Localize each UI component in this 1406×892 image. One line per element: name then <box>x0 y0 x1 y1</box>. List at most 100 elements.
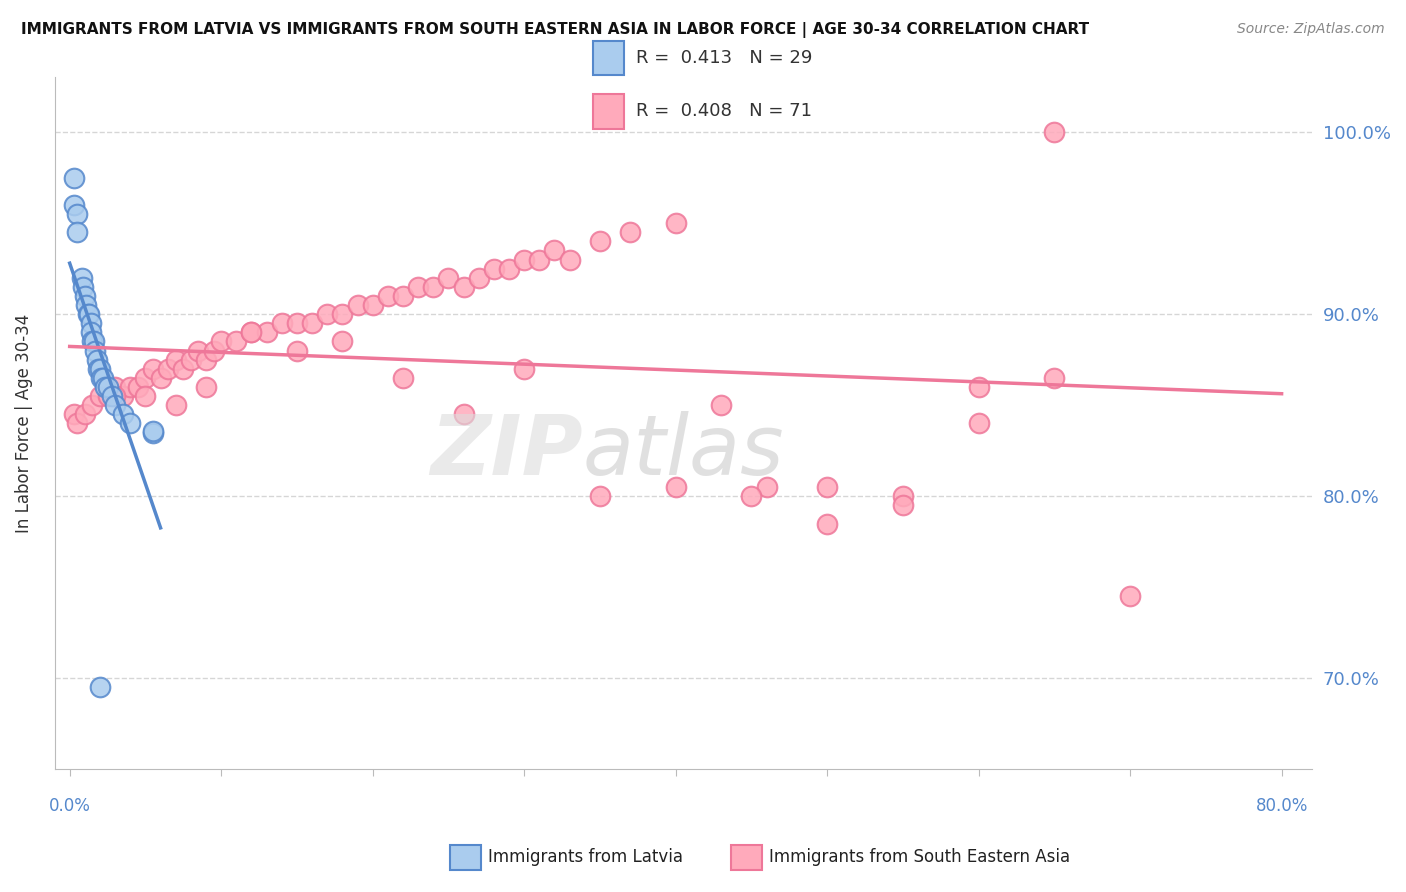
Point <box>225 334 247 349</box>
Point <box>84 343 107 358</box>
Text: 80.0%: 80.0% <box>1256 797 1308 814</box>
Point <box>316 307 339 321</box>
Point <box>66 207 89 221</box>
Point <box>87 361 110 376</box>
Point <box>142 361 165 376</box>
Bar <box>593 41 624 76</box>
Point <box>86 352 108 367</box>
Point <box>467 270 489 285</box>
Point <box>157 361 180 376</box>
Point <box>104 380 127 394</box>
Point <box>96 389 118 403</box>
Point <box>589 235 612 249</box>
Text: Source: ZipAtlas.com: Source: ZipAtlas.com <box>1237 22 1385 37</box>
Point <box>172 361 194 376</box>
Point <box>134 389 156 403</box>
Point <box>240 326 263 340</box>
Point <box>256 326 278 340</box>
Text: Immigrants from Latvia: Immigrants from Latvia <box>488 848 683 866</box>
Point <box>195 352 218 367</box>
Text: R =  0.408   N = 71: R = 0.408 N = 71 <box>636 103 813 120</box>
Point <box>72 280 94 294</box>
Point <box>111 389 134 403</box>
Point <box>70 270 93 285</box>
Point <box>285 343 308 358</box>
Y-axis label: In Labor Force | Age 30-34: In Labor Force | Age 30-34 <box>15 314 32 533</box>
Point <box>815 516 838 531</box>
Text: R =  0.413   N = 29: R = 0.413 N = 29 <box>636 49 813 67</box>
Point <box>209 334 232 349</box>
Point <box>82 398 104 412</box>
Point <box>482 261 505 276</box>
Point <box>93 380 115 394</box>
Point <box>111 408 134 422</box>
Point <box>1043 371 1066 385</box>
Point <box>127 380 149 394</box>
Point <box>392 289 415 303</box>
Point <box>967 380 990 394</box>
Point <box>142 424 165 438</box>
Point <box>180 352 202 367</box>
Point <box>330 307 353 321</box>
Point <box>89 681 111 695</box>
Point <box>79 307 101 321</box>
Point <box>101 389 124 403</box>
Point <box>63 170 86 185</box>
Point <box>891 489 914 503</box>
Point <box>96 380 118 394</box>
Point <box>142 425 165 440</box>
Point <box>75 298 97 312</box>
Point <box>149 371 172 385</box>
Text: 0.0%: 0.0% <box>49 797 90 814</box>
Point <box>513 361 536 376</box>
Point <box>120 417 142 431</box>
Point <box>665 480 688 494</box>
Point <box>392 371 415 385</box>
Point <box>665 216 688 230</box>
Point <box>202 343 225 358</box>
Point <box>1043 125 1066 139</box>
Point <box>80 316 103 330</box>
Point <box>589 489 612 503</box>
Point <box>967 417 990 431</box>
Point <box>104 389 127 403</box>
Text: ZIP: ZIP <box>430 410 582 491</box>
Point <box>619 225 641 239</box>
Point <box>513 252 536 267</box>
Point <box>453 408 475 422</box>
Point <box>891 499 914 513</box>
Text: atlas: atlas <box>582 410 785 491</box>
Point <box>346 298 368 312</box>
Point <box>240 326 263 340</box>
Point <box>361 298 384 312</box>
Point <box>558 252 581 267</box>
Point <box>73 289 96 303</box>
Point <box>406 280 429 294</box>
Point <box>422 280 444 294</box>
Point <box>120 380 142 394</box>
Point <box>195 380 218 394</box>
Point <box>66 417 89 431</box>
Point <box>82 334 104 349</box>
Point <box>755 480 778 494</box>
Point <box>529 252 551 267</box>
Point <box>377 289 399 303</box>
Point <box>63 408 86 422</box>
Point <box>710 398 733 412</box>
Text: IMMIGRANTS FROM LATVIA VS IMMIGRANTS FROM SOUTH EASTERN ASIA IN LABOR FORCE | AG: IMMIGRANTS FROM LATVIA VS IMMIGRANTS FRO… <box>21 22 1090 38</box>
Point <box>301 316 323 330</box>
Point <box>1119 590 1142 604</box>
Point <box>498 261 520 276</box>
Point <box>165 352 187 367</box>
Point <box>104 398 127 412</box>
Point <box>83 334 105 349</box>
Point <box>89 361 111 376</box>
Point <box>63 198 86 212</box>
Point <box>80 326 103 340</box>
Point <box>453 280 475 294</box>
Point <box>740 489 762 503</box>
Point <box>285 316 308 330</box>
Point <box>134 371 156 385</box>
Point <box>815 480 838 494</box>
Point <box>90 371 112 385</box>
